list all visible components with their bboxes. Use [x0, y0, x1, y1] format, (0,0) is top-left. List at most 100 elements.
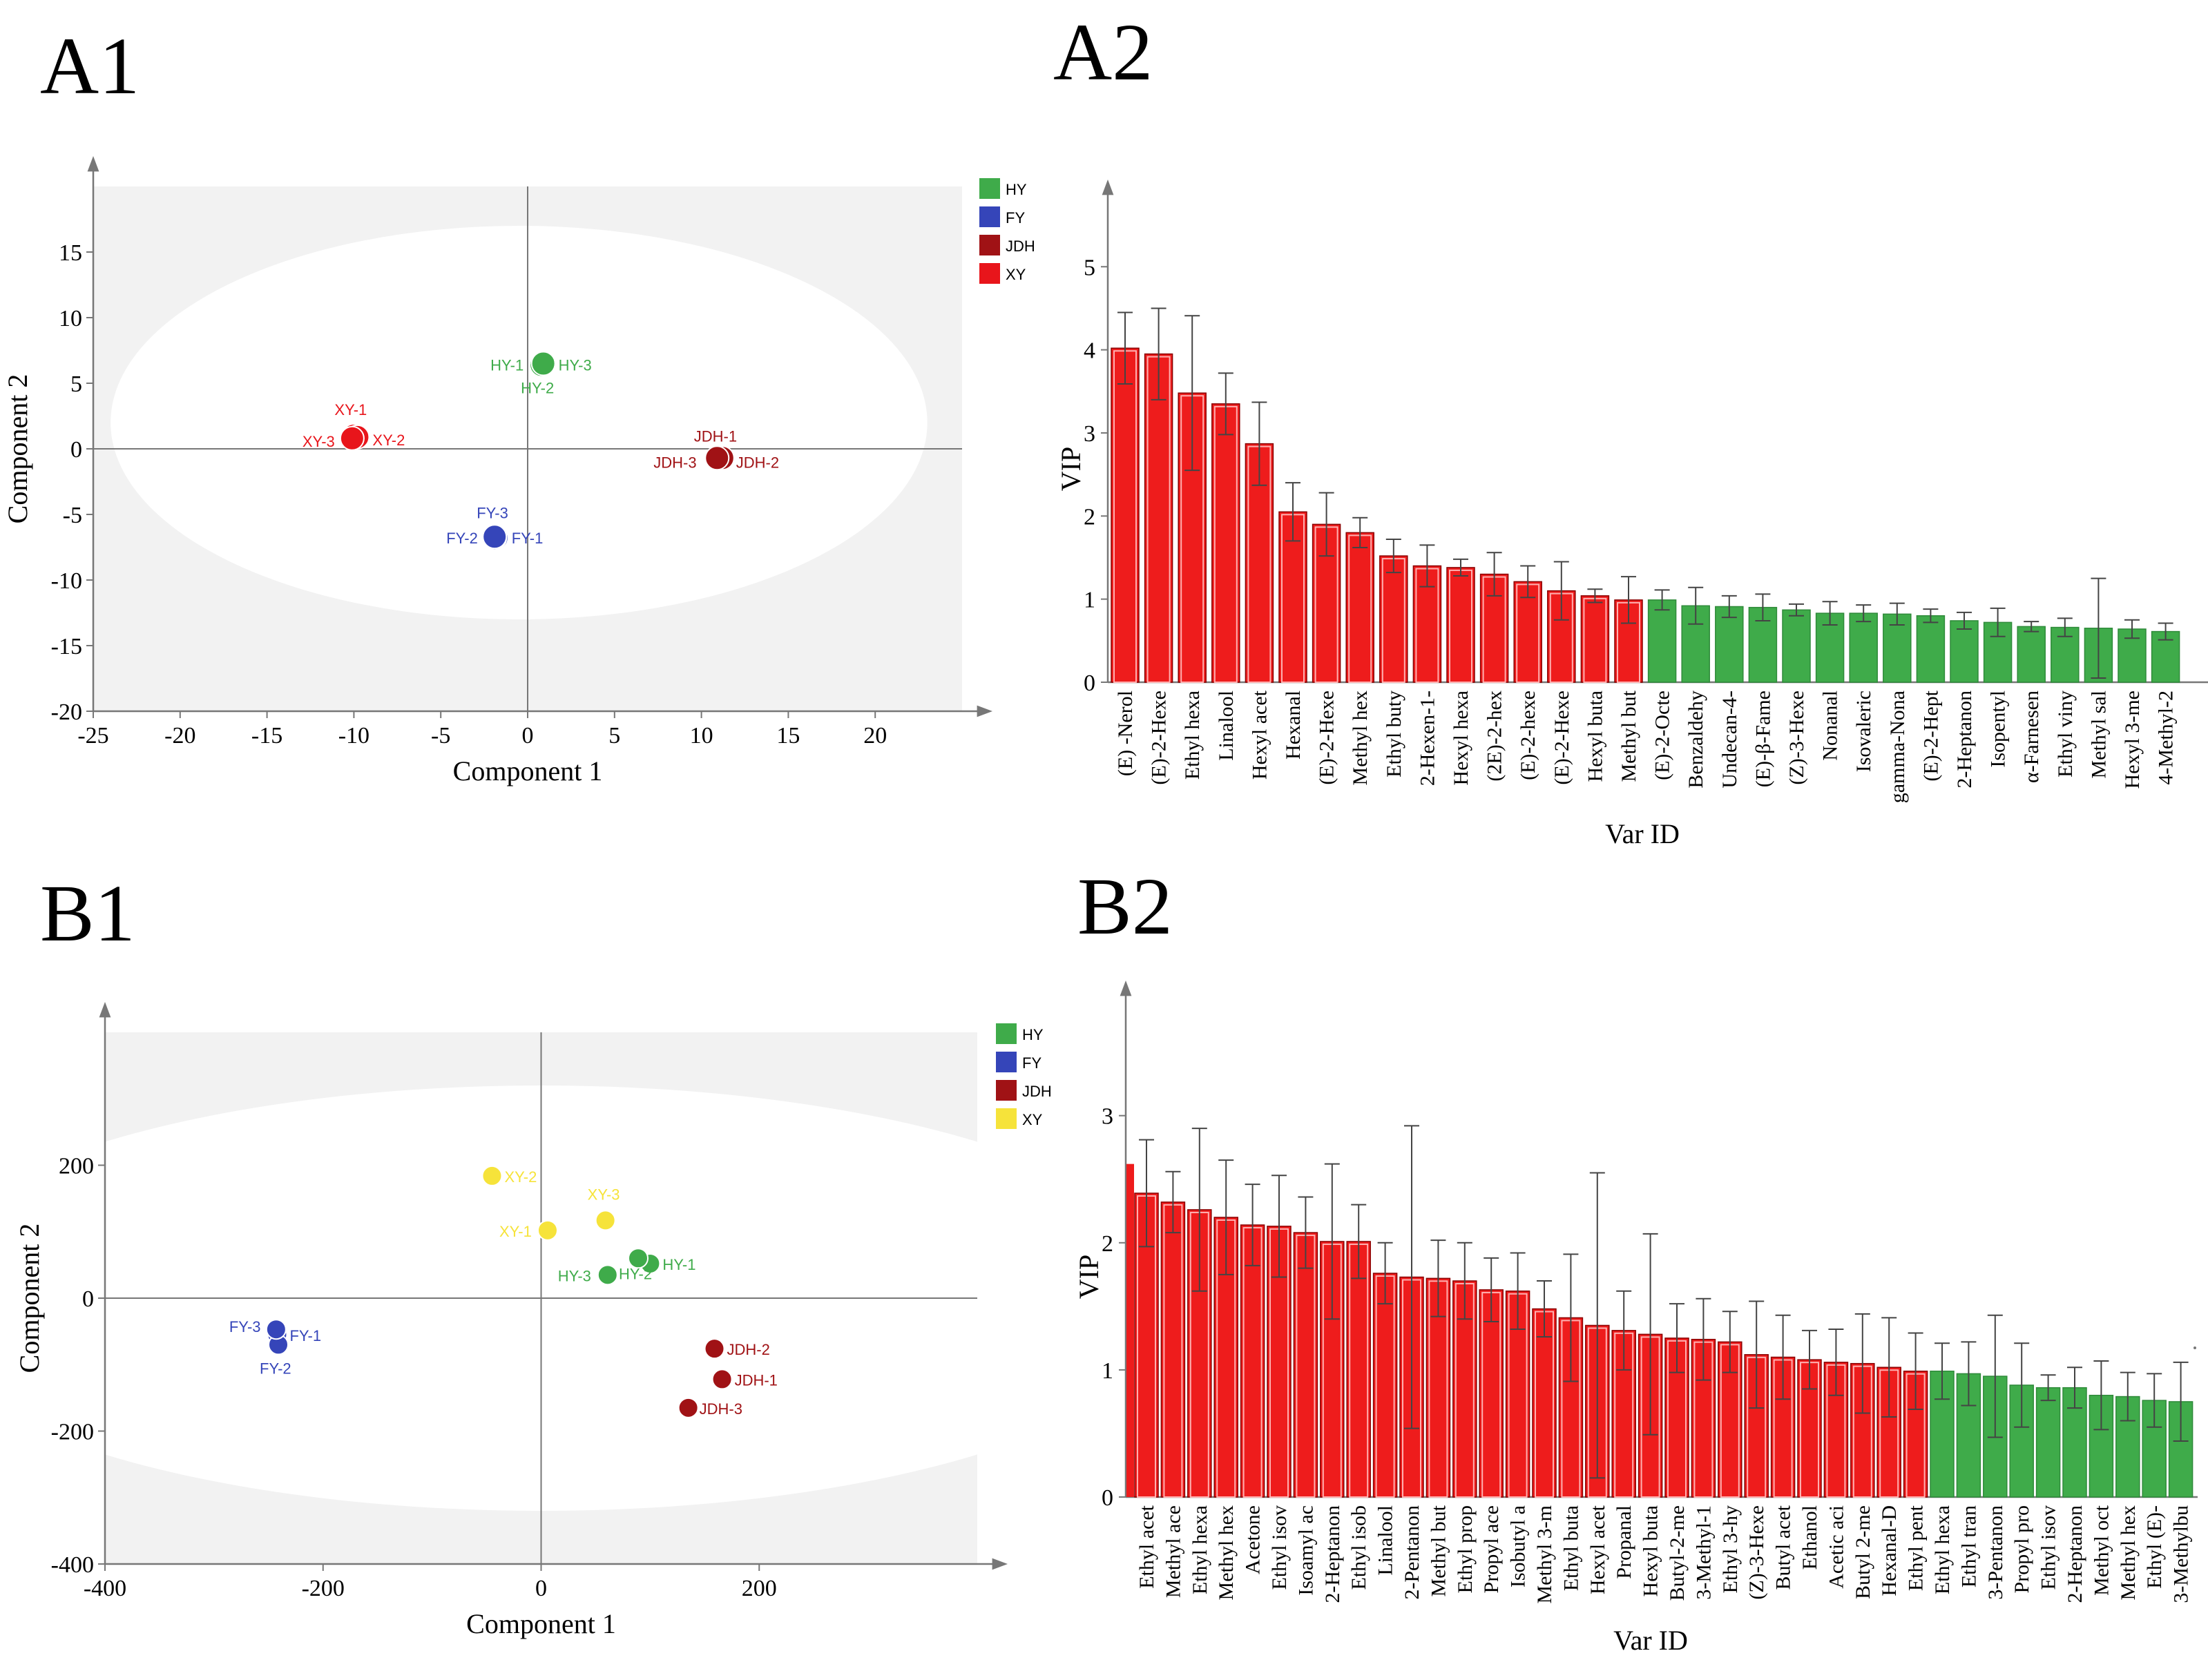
- point-label: HY-2: [521, 379, 554, 396]
- data-point: [597, 1264, 618, 1286]
- plot-b1: -400 -200 0 200 -400 -200 0 200 Component 1 Compo…: [14, 1002, 1052, 1639]
- bar: [1647, 599, 1677, 683]
- y-tick-label: 3: [1084, 421, 1095, 447]
- category-label: (Z)-3-Hexe: [1785, 691, 1808, 785]
- x-tick-label: -5: [431, 723, 450, 749]
- category-label: Methyl sal: [2087, 691, 2110, 779]
- data-point: [481, 1165, 503, 1186]
- category-label: Isoamyl ac: [1294, 1505, 1317, 1596]
- category-label: 2-Heptanon: [2064, 1505, 2086, 1603]
- y-axis-title: VIP: [1055, 447, 1086, 491]
- legend-swatch: [996, 1080, 1017, 1101]
- bar: [1446, 567, 1475, 683]
- category-label: (E)-2-Hexe: [1551, 691, 1573, 785]
- bar: [1211, 403, 1240, 683]
- point-label: FY-2: [260, 1360, 291, 1377]
- point-label: JDH-3: [653, 454, 696, 471]
- y-tick-label: 5: [70, 371, 82, 397]
- y-tick-label: 0: [70, 437, 82, 463]
- category-label: Propanal: [1613, 1505, 1635, 1579]
- bar: [1580, 595, 1610, 683]
- point-label: JDH-2: [736, 454, 779, 471]
- category-label: (E)-2-Hexe: [1148, 691, 1171, 785]
- point-label: JDH-1: [735, 1371, 778, 1389]
- y-axis-arrow: [87, 156, 99, 172]
- point-label: XY-2: [504, 1168, 537, 1186]
- x-axis-title: Component 1: [466, 1608, 616, 1639]
- legend-swatch: [996, 1108, 1017, 1129]
- x-tick-label: -200: [302, 1576, 345, 1601]
- category-label: (E) -Nerol: [1114, 691, 1137, 776]
- point-label: XY-1: [334, 401, 367, 418]
- data-point: [678, 1397, 699, 1418]
- bar: [1293, 1232, 1318, 1498]
- category-label: (E)-β-Fame: [1751, 691, 1774, 787]
- point-label: FY-1: [289, 1327, 321, 1344]
- category-label: Hexyl buta: [1584, 691, 1606, 782]
- point-label: HY-1: [662, 1256, 695, 1273]
- y-axis-arrow: [1102, 180, 1114, 195]
- bar: [1782, 609, 1811, 683]
- point-label: FY-1: [512, 530, 544, 547]
- x-tick-label: -20: [164, 723, 195, 749]
- y-tick-label: 10: [59, 306, 82, 331]
- data-point: [704, 445, 730, 471]
- x-tick-label: -15: [251, 723, 282, 749]
- category-label: Nonanal: [1819, 691, 1842, 761]
- point-label: FY-3: [477, 504, 508, 521]
- category-label: (E)-2-hexe: [1517, 691, 1539, 780]
- data-point: [482, 524, 508, 550]
- category-label: 2-Pentanon: [1401, 1505, 1423, 1600]
- category-label: Ethyl prop: [1454, 1505, 1477, 1594]
- category-label: Methyl oct: [2090, 1505, 2113, 1595]
- point-label: HY-3: [559, 357, 592, 374]
- bar: [1379, 555, 1408, 683]
- legend-swatch: [979, 206, 1000, 227]
- category-label: α-Farnesen: [2020, 691, 2043, 783]
- category-label: (2E)-2-hex: [1484, 691, 1506, 782]
- point-label: JDH-2: [727, 1341, 770, 1358]
- category-label: Butyl-2-me: [1666, 1505, 1689, 1601]
- legend-swatch: [979, 235, 1000, 255]
- category-label: Hexanal: [1282, 691, 1305, 760]
- point-label: HY-3: [558, 1267, 591, 1284]
- x-axis-title: Var ID: [1605, 818, 1680, 849]
- category-label: Ethyl tran: [1957, 1505, 1980, 1587]
- category-label: Methyl but: [1427, 1505, 1450, 1596]
- bar: [2017, 626, 2046, 683]
- category-label: 2-Heptanon: [1321, 1505, 1344, 1603]
- bar: [1345, 532, 1374, 683]
- x-tick-label: -400: [84, 1576, 126, 1601]
- data-point: [339, 425, 365, 451]
- category-label: Undecan-4-: [1718, 691, 1741, 789]
- category-label: Methyl hex: [1349, 691, 1372, 785]
- bar: [1950, 620, 1979, 683]
- y-tick-label: -15: [51, 634, 82, 659]
- y-axis-title: VIP: [1073, 1255, 1104, 1299]
- legend-label: HY: [1022, 1026, 1044, 1043]
- category-label: Ethyl hexa: [1189, 1505, 1211, 1594]
- point-label: FY-2: [446, 530, 478, 547]
- category-label: Propyl pro: [2010, 1505, 2033, 1594]
- category-label: Benzaldehy: [1684, 691, 1707, 789]
- category-label: Ethyl isov: [1268, 1505, 1291, 1590]
- category-label: Hexyl hexa: [1450, 691, 1472, 785]
- point-label: JDH-3: [700, 1400, 742, 1418]
- point-label: XY-2: [372, 432, 405, 449]
- point-label: XY-3: [588, 1186, 620, 1203]
- y-tick-label: -20: [51, 699, 82, 725]
- category-label: Methyl ace: [1162, 1505, 1184, 1598]
- category-label: Ethyl isov: [2037, 1505, 2060, 1590]
- data-point: [530, 351, 556, 376]
- data-point: [265, 1319, 287, 1340]
- category-label: Ethyl buty: [1383, 691, 1405, 778]
- x-axis-title: Component 1: [453, 755, 603, 786]
- category-label: Isovaleric: [1852, 691, 1875, 772]
- category-label: Hexyl acet: [1586, 1505, 1609, 1594]
- category-label: (E)-2-Octe: [1651, 691, 1674, 780]
- category-label: Hexyl 3-me: [2121, 691, 2144, 789]
- bar-partial: [1126, 1164, 1134, 1497]
- category-label: 3-Methyl-1: [1692, 1505, 1715, 1600]
- point-label: HY-1: [490, 357, 524, 374]
